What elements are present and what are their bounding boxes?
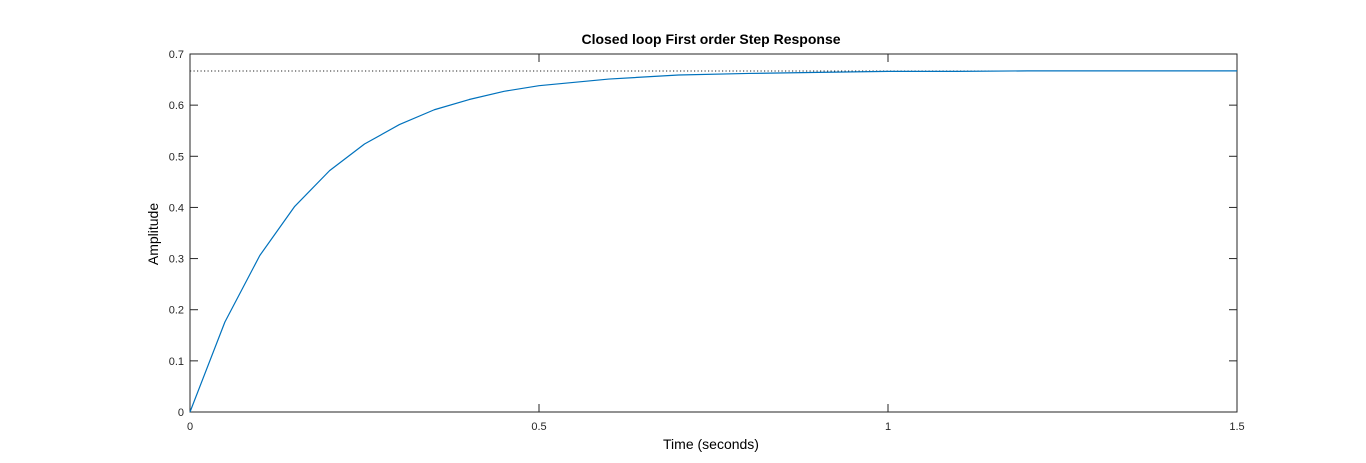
y-tick-label: 0.4 — [169, 202, 184, 214]
x-tick-label: 1 — [885, 421, 891, 433]
plot-area: 0 0.5 1 1.5 0 0.1 0.2 0.3 0.4 0.5 0.6 0.7 — [169, 49, 1245, 433]
y-axis-label: Amplitude — [145, 203, 161, 265]
y-tick-label: 0.7 — [169, 49, 184, 61]
y-tick-label: 0.6 — [169, 100, 184, 112]
y-tick-label: 0.2 — [169, 305, 184, 317]
y-tick-label: 0.3 — [169, 254, 184, 266]
chart-title: Closed loop First order Step Response — [581, 31, 840, 47]
x-tick-label: 1.5 — [1229, 421, 1244, 433]
y-tick-label: 0 — [178, 407, 184, 419]
response-curve — [189, 70, 1237, 413]
y-tick-label: 0.5 — [169, 151, 184, 163]
y-tick-label: 0.1 — [169, 356, 184, 368]
x-tick-label: 0 — [187, 421, 193, 433]
x-tick-label: 0.5 — [531, 421, 546, 433]
axes-box — [189, 53, 1238, 413]
x-axis-label: Time (seconds) — [663, 436, 759, 452]
